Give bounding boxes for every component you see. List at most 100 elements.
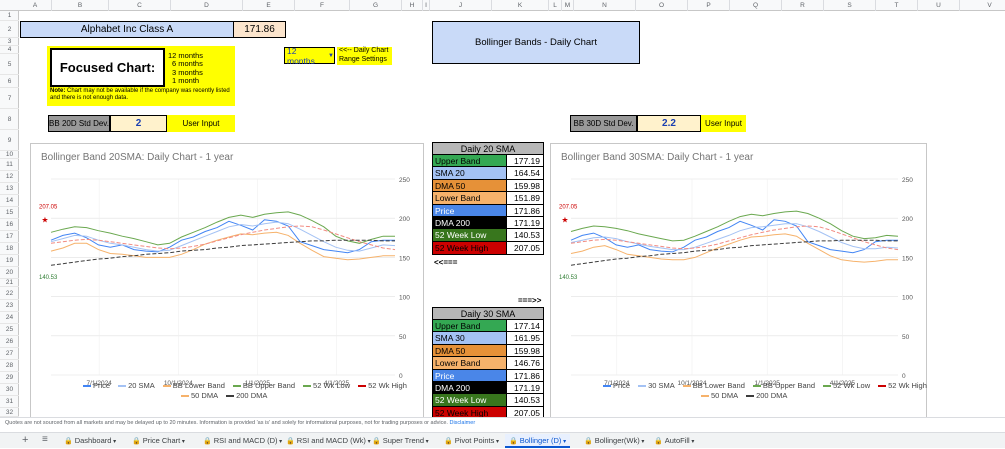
chevron-down-icon[interactable]: ▾ [639,439,645,445]
row-header-10[interactable]: 10 [0,151,19,159]
chevron-down-icon[interactable]: ▾ [689,439,695,445]
chevron-down-icon[interactable]: ▾ [365,439,371,445]
row-header-7[interactable]: 7 [0,88,19,109]
lock-icon: 🔒 [372,438,381,445]
column-header-f[interactable]: F [295,0,350,11]
column-header-s[interactable]: S [824,0,876,11]
company-price: 171.86 [244,24,275,35]
column-header-u[interactable]: U [918,0,960,11]
row-header-3[interactable]: 3 [0,38,19,46]
row-header-31[interactable]: 31 [0,396,19,408]
company-name-cell[interactable]: Alphabet Inc Class A [20,21,234,38]
row-header-13[interactable]: 13 [0,183,19,195]
chart-30sma[interactable]: Bollinger Band 30SMA: Daily Chart - 1 ye… [550,143,927,418]
column-header-q[interactable]: Q [730,0,782,11]
row-header-21[interactable]: 21 [0,279,19,287]
row-header-32[interactable]: 32 [0,408,19,417]
y-tick-label: 150 [902,255,913,262]
column-header-r[interactable]: R [782,0,824,11]
sheet-tab[interactable]: 🔒 Bollinger (D) ▾ [505,434,571,448]
row-header-30[interactable]: 30 [0,384,19,396]
sheet-tab[interactable]: 🔒 Dashboard ▾ [60,434,120,448]
column-header-j[interactable]: J [430,0,492,11]
sheet-tab[interactable]: 🔒 Bollinger(Wk) ▾ [580,434,648,448]
row-header-25[interactable]: 25 [0,324,19,336]
row-header-12[interactable]: 12 [0,171,19,183]
column-header-o[interactable]: O [636,0,688,11]
sheet-tab[interactable]: 🔒 Pivot Points ▾ [440,434,503,448]
column-header-p[interactable]: P [688,0,730,11]
sheet-tab[interactable]: 🔒 RSI and MACD (Wk) ▾ [282,434,375,448]
sheet-tab-label: Pivot Points [454,436,495,445]
company-price-cell[interactable]: 171.86 [233,21,286,38]
column-header-h[interactable]: H [402,0,423,11]
column-header-e[interactable]: E [243,0,295,11]
column-header-d[interactable]: D [171,0,243,11]
column-header-m[interactable]: M [562,0,574,11]
row-header-27[interactable]: 27 [0,348,19,360]
range-hint-line1: <<-- Daily Chart [339,47,389,54]
add-sheet-icon[interactable]: + [22,434,29,446]
row-header-22[interactable]: 22 [0,287,19,300]
chevron-down-icon[interactable]: ▾ [277,439,283,445]
row-header-28[interactable]: 28 [0,360,19,372]
chevron-down-icon[interactable]: ▾ [561,439,567,445]
row-header-15[interactable]: 15 [0,207,19,219]
all-sheets-menu-icon[interactable]: ≡ [42,434,48,445]
row-header-18[interactable]: 18 [0,243,19,255]
sheet-tab[interactable]: 🔒 RSI and MACD (D) ▾ [199,434,286,448]
legend-swatch [118,385,127,388]
column-header-g[interactable]: G [350,0,402,11]
row-header-4[interactable]: 4 [0,46,19,54]
column-header-c[interactable]: C [109,0,171,11]
std20-user-input: User Input [167,115,235,132]
legend-label: 30 SMA [648,381,675,390]
row-header-11[interactable]: 11 [0,159,19,171]
column-header-b[interactable]: B [52,0,109,11]
lock-icon: 🔒 [584,438,593,445]
row-header-8[interactable]: 8 [0,109,19,130]
column-header-v[interactable]: V [960,0,1005,11]
table-row-label: DMA 50 [433,179,507,192]
row-header-5[interactable]: 5 [0,54,19,75]
legend-swatch [358,385,367,388]
sheet-tab[interactable]: 🔒 AutoFill ▾ [650,434,698,448]
disclaimer-link[interactable]: Disclaimer [449,420,476,426]
row-header-2[interactable]: 2 [0,21,19,38]
range-select[interactable]: 12 months ▼ [284,46,335,66]
row-header-20[interactable]: 20 [0,267,19,279]
row-header-23[interactable]: 23 [0,300,19,312]
column-header-k[interactable]: K [492,0,549,11]
column-header-i[interactable]: I [423,0,430,11]
column-header-n[interactable]: N [574,0,636,11]
std20-input[interactable]: 2 [110,115,167,132]
column-header-t[interactable]: T [876,0,918,11]
row-header-29[interactable]: 29 [0,372,19,384]
std30-input[interactable]: 2.2 [637,115,701,132]
chevron-down-icon[interactable]: ▾ [180,439,185,445]
std30-label: BB 30D Std Dev. [570,115,637,132]
chevron-down-icon[interactable]: ▾ [494,439,500,445]
row-header-6[interactable]: 6 [0,75,19,88]
sheet-tab[interactable]: 🔒 Super Trend ▾ [368,434,433,448]
chevron-down-icon[interactable]: ▾ [111,439,117,445]
row-header-26[interactable]: 26 [0,336,19,348]
sheet-tab[interactable]: 🔒 Price Chart ▾ [128,434,189,448]
table-row-value: 140.53 [514,395,540,406]
table-row: 52 Week Low 140.53 [433,394,543,407]
chevron-down-icon[interactable]: ▾ [424,439,429,445]
x-tick-label: 10/1/2024 [164,380,193,387]
row-header-24[interactable]: 24 [0,312,19,324]
std20-value: 2 [135,118,142,129]
row-header-17[interactable]: 17 [0,231,19,243]
row-header-14[interactable]: 14 [0,195,19,207]
series-line [50,219,395,254]
chart-20sma[interactable]: Bollinger Band 20SMA: Daily Chart - 1 ye… [30,143,424,418]
column-header-a[interactable]: A [19,0,52,11]
column-header-l[interactable]: L [549,0,562,11]
row-header-9[interactable]: 9 [0,130,19,151]
series-line [570,225,899,251]
row-header-16[interactable]: 16 [0,219,19,231]
row-header-19[interactable]: 19 [0,255,19,267]
row-header-1[interactable]: 1 [0,11,19,21]
